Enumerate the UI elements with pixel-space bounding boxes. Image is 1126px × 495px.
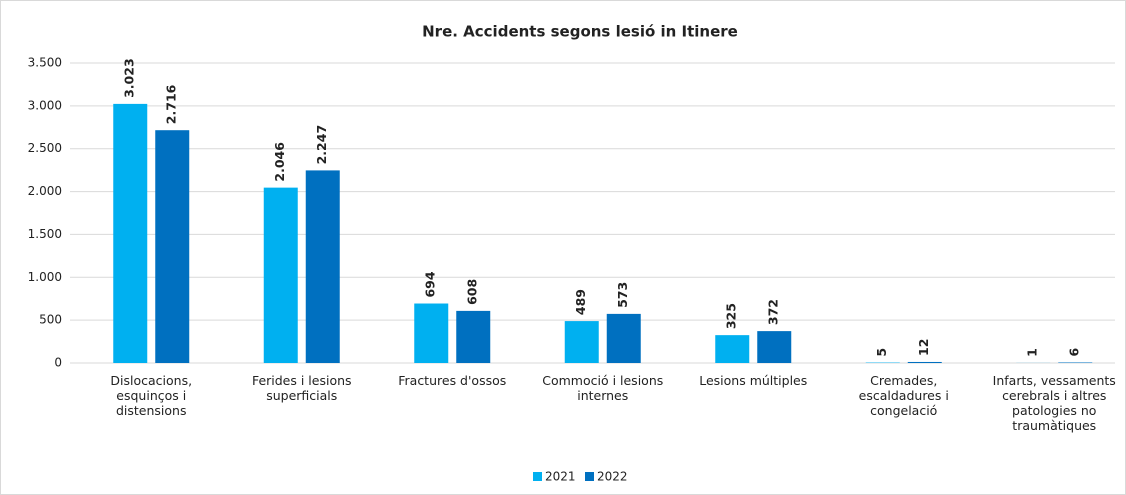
value-label: 3.023 [122,58,137,98]
value-label: 694 [423,271,438,297]
value-label: 12 [916,339,931,356]
value-label: 1 [1025,348,1040,357]
x-tick-label: Commoció i lesions internes [542,373,664,403]
value-label: 573 [615,282,630,308]
y-tick-label: 500 [39,313,62,327]
value-label: 489 [573,289,588,315]
bar [1058,362,1093,363]
value-label: 6 [1067,347,1082,356]
bar [564,321,599,363]
y-tick-label: 2.000 [28,184,62,198]
bar [757,331,792,363]
legend-swatch [585,472,594,481]
chart-title: Nre. Accidents segons lesió in Itinere [422,23,738,41]
x-tick-label: Lesions múltiples [699,373,808,388]
bar [305,170,340,363]
bar [414,303,449,363]
bar [263,187,298,363]
y-tick-label: 2.500 [28,141,62,155]
x-tick-label: Dislocacions, esquinços i distensions [110,373,193,418]
value-label: 5 [874,348,889,357]
legend-label: 2021 [545,470,576,484]
x-tick-label: Cremades, escaldadures i congelació [858,373,949,418]
value-label: 608 [465,279,480,305]
bar [907,361,942,363]
value-label: 372 [766,299,781,325]
value-label: 2.247 [314,125,329,165]
value-label: 2.046 [272,142,287,182]
x-tick-label: Fractures d'ossos [398,373,507,388]
y-tick-label: 1.500 [28,227,62,241]
bar [715,335,750,363]
y-tick-label: 3.500 [28,56,62,70]
value-label: 2.716 [164,84,179,124]
legend-label: 2022 [597,470,628,484]
bar [113,103,148,363]
legend-swatch [533,472,542,481]
x-tick-label: Infarts, vessaments cerebrals i altres p… [992,373,1116,433]
y-tick-label: 3.000 [28,98,62,112]
bar [456,310,491,363]
bar [606,313,641,363]
bar [155,130,190,363]
value-label: 325 [724,303,739,329]
y-tick-label: 0 [54,356,62,370]
x-tick-label: Ferides i lesions superficials [251,373,352,403]
y-tick-label: 1.000 [28,270,62,284]
